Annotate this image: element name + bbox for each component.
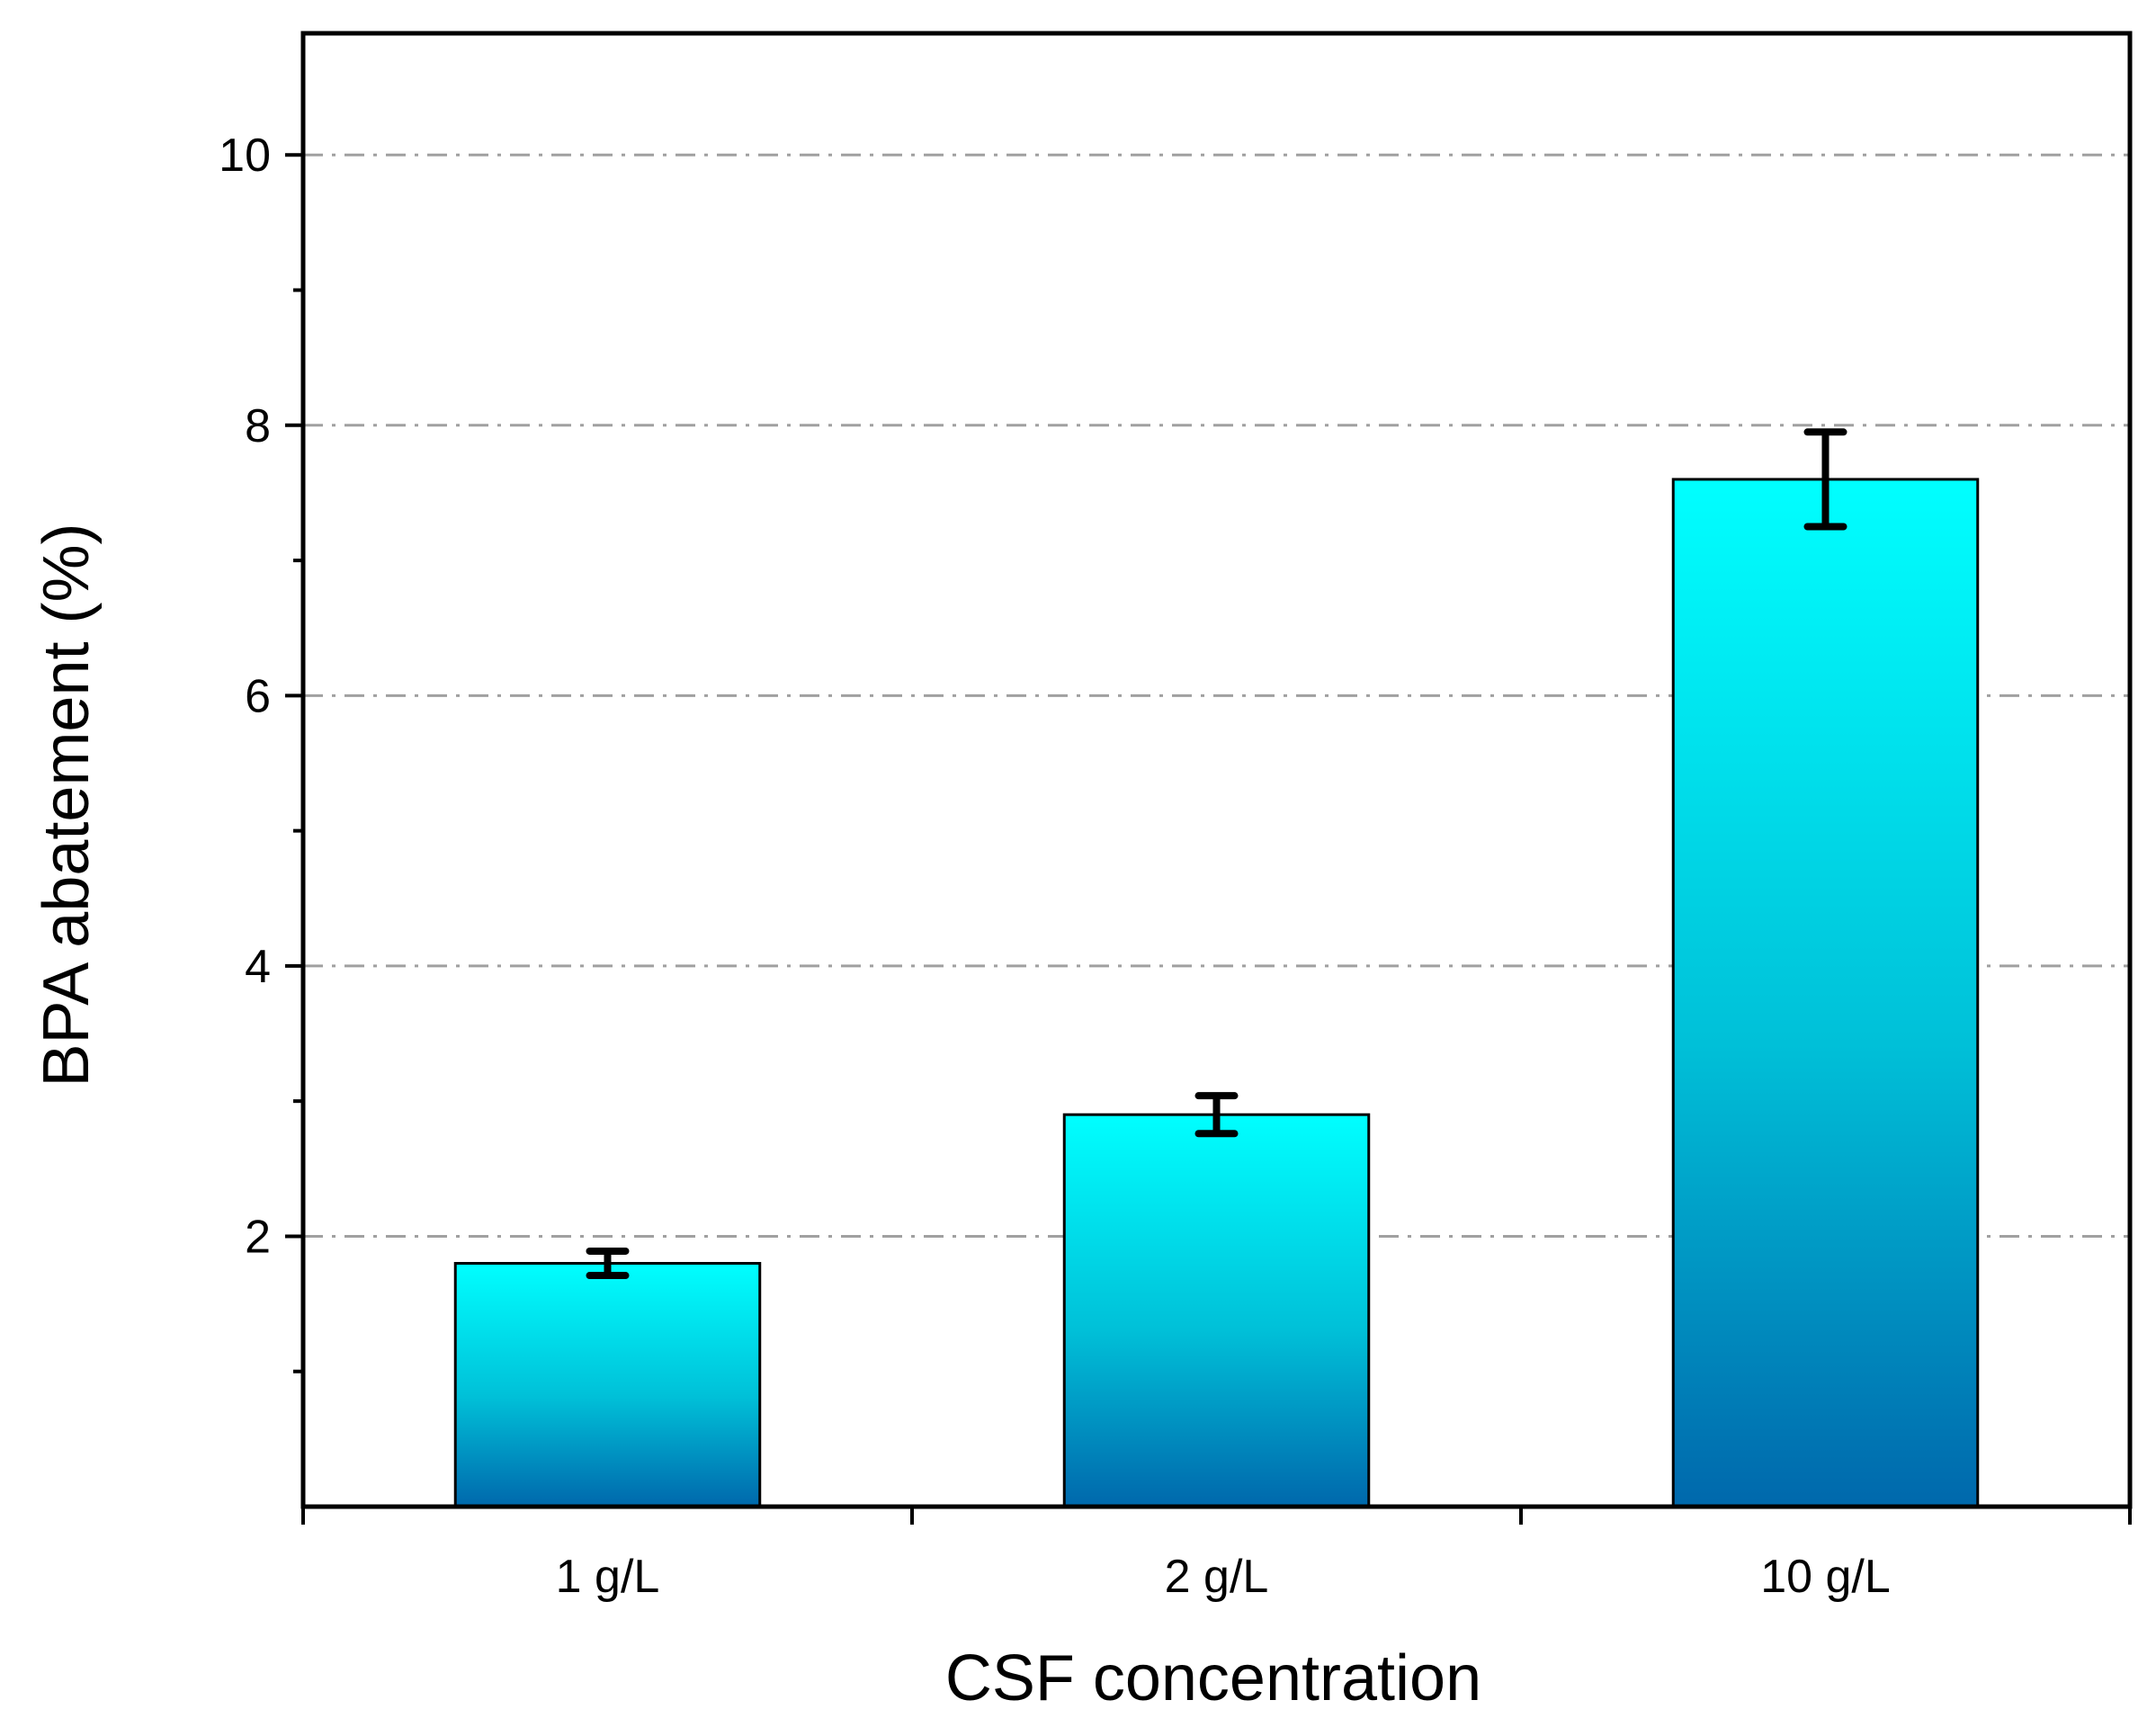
y-tick-label: 10 <box>219 130 271 182</box>
x-tick-labels: 1 g/L 2 g/L 10 g/L <box>556 1551 1891 1603</box>
x-axis-title: CSF concentration <box>945 1642 1481 1714</box>
plot-frame <box>300 31 2133 1509</box>
x-tick-label: 10 g/L <box>1760 1551 1891 1603</box>
y-tick-label: 8 <box>245 400 271 452</box>
error-bars <box>586 428 1847 1280</box>
x-tick-label: 2 g/L <box>1165 1551 1269 1603</box>
bar <box>453 1262 762 1508</box>
axis-ticks <box>285 153 2132 1525</box>
error-bar <box>586 1247 630 1280</box>
y-tick-label: 4 <box>245 941 271 993</box>
y-tick-label: 6 <box>245 670 271 722</box>
y-tick-label: 2 <box>245 1211 271 1263</box>
error-bar <box>1803 428 1847 531</box>
y-axis-title: BPA abatement (%) <box>31 523 103 1087</box>
error-bar <box>1194 1092 1239 1138</box>
bar <box>1671 478 1980 1508</box>
y-tick-labels: 2 4 6 8 10 <box>219 130 271 1263</box>
x-tick-label: 1 g/L <box>556 1551 660 1603</box>
bar <box>1062 1113 1371 1508</box>
bars <box>453 478 1980 1508</box>
